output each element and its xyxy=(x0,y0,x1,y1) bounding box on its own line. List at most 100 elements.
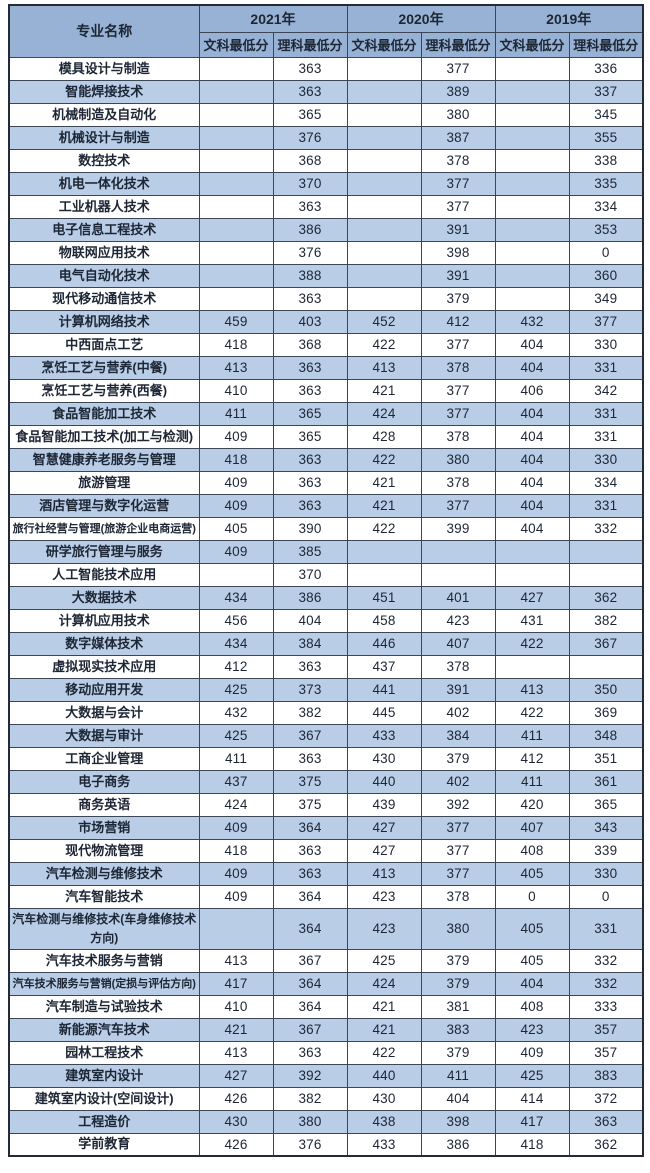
score-cell: 413 xyxy=(346,355,422,380)
score-cell: 357 xyxy=(568,1017,644,1042)
score-cell: 422 xyxy=(346,1040,422,1065)
table-row: 电子商务 437 375 440 402 411 361 xyxy=(8,769,644,794)
table-row: 机械设计与制造 376 387 355 xyxy=(8,125,644,150)
table-row: 大数据技术 434 386 451 401 427 362 xyxy=(8,585,644,610)
score-cell: 409 xyxy=(198,884,274,909)
score-cell: 423 xyxy=(420,608,496,633)
score-cell: 405 xyxy=(494,948,570,973)
score-cell: 424 xyxy=(198,792,274,817)
score-cell: 423 xyxy=(494,1017,570,1042)
score-cell: 421 xyxy=(346,470,422,495)
major-name-cell: 酒店管理与数字化运营 xyxy=(8,493,200,518)
score-cell xyxy=(346,148,422,173)
table-row: 智能焊接技术 363 389 337 xyxy=(8,79,644,104)
table-header: 专业名称 2021年 2020年 2019年 文科最低分 理科最低分 文科最低分… xyxy=(8,4,644,58)
score-cell xyxy=(346,240,422,265)
score-cell: 381 xyxy=(420,994,496,1019)
score-cell: 378 xyxy=(420,424,496,449)
score-cell: 382 xyxy=(568,608,644,633)
score-cell: 409 xyxy=(198,470,274,495)
score-cell: 409 xyxy=(198,539,274,564)
table-row: 电气自动化技术 388 391 360 xyxy=(8,263,644,288)
score-cell: 384 xyxy=(420,723,496,748)
score-cell: 383 xyxy=(568,1063,644,1088)
score-cell: 364 xyxy=(272,815,348,840)
score-cell: 332 xyxy=(568,516,644,541)
table-row: 汽车检测与维修技术 409 363 413 377 405 330 xyxy=(8,861,644,886)
header-2021-arts-min: 文科最低分 xyxy=(198,31,274,58)
major-name-cell: 商务英语 xyxy=(8,792,200,817)
score-cell: 382 xyxy=(272,1086,348,1111)
table-row: 机械制造及自动化 365 380 345 xyxy=(8,102,644,127)
score-cell: 421 xyxy=(198,1017,274,1042)
score-cell: 363 xyxy=(568,1109,644,1134)
score-cell: 378 xyxy=(420,148,496,173)
score-cell: 425 xyxy=(346,948,422,973)
score-cell: 423 xyxy=(346,907,422,950)
score-cell xyxy=(346,102,422,127)
table-row: 酒店管理与数字化运营 409 363 421 377 404 331 xyxy=(8,493,644,518)
table-row: 烹饪工艺与营养(西餐) 410 363 421 377 406 342 xyxy=(8,378,644,403)
score-cell: 365 xyxy=(272,401,348,426)
score-cell: 379 xyxy=(420,971,496,996)
score-cell: 421 xyxy=(346,994,422,1019)
score-cell: 379 xyxy=(420,746,496,771)
score-cell: 363 xyxy=(272,355,348,380)
table-row: 学前教育 426 376 433 386 418 362 xyxy=(8,1132,644,1157)
score-cell: 451 xyxy=(346,585,422,610)
score-cell: 391 xyxy=(420,677,496,702)
score-cell: 409 xyxy=(198,861,274,886)
score-cell: 431 xyxy=(494,608,570,633)
table-row: 汽车智能技术 409 364 423 378 0 0 xyxy=(8,884,644,909)
score-cell: 334 xyxy=(568,194,644,219)
score-cell: 378 xyxy=(420,654,496,679)
table-row: 新能源汽车技术 421 367 421 383 423 357 xyxy=(8,1017,644,1042)
score-cell xyxy=(568,654,644,679)
major-name-cell: 建筑室内设计(空间设计) xyxy=(8,1086,200,1111)
score-cell: 357 xyxy=(568,1040,644,1065)
score-cell: 420 xyxy=(494,792,570,817)
score-cell: 364 xyxy=(272,994,348,1019)
major-name-cell: 园林工程技术 xyxy=(8,1040,200,1065)
score-cell xyxy=(346,286,422,311)
score-cell: 380 xyxy=(420,102,496,127)
score-cell: 363 xyxy=(272,838,348,863)
header-2019-science-min: 理科最低分 xyxy=(568,31,644,58)
score-cell: 377 xyxy=(420,194,496,219)
score-cell: 404 xyxy=(494,424,570,449)
score-cell xyxy=(494,56,570,81)
major-name-cell: 现代移动通信技术 xyxy=(8,286,200,311)
score-cell: 425 xyxy=(198,677,274,702)
major-name-cell: 研学旅行管理与服务 xyxy=(8,539,200,564)
score-cell: 377 xyxy=(420,171,496,196)
score-cell: 422 xyxy=(346,516,422,541)
score-cell: 339 xyxy=(568,838,644,863)
score-cell: 331 xyxy=(568,907,644,950)
score-cell: 412 xyxy=(494,746,570,771)
score-cell: 413 xyxy=(494,677,570,702)
score-cell xyxy=(198,171,274,196)
score-cell: 439 xyxy=(346,792,422,817)
score-cell: 332 xyxy=(568,948,644,973)
score-cell: 437 xyxy=(346,654,422,679)
score-cell xyxy=(346,539,422,564)
score-cell: 377 xyxy=(420,332,496,357)
major-name-cell: 智能焊接技术 xyxy=(8,79,200,104)
score-cell: 332 xyxy=(568,971,644,996)
score-cell: 351 xyxy=(568,746,644,771)
score-cell: 368 xyxy=(272,148,348,173)
score-cell: 440 xyxy=(346,1063,422,1088)
score-cell: 337 xyxy=(568,79,644,104)
score-cell: 427 xyxy=(198,1063,274,1088)
score-cell: 370 xyxy=(272,171,348,196)
table-row: 市场营销 409 364 427 377 407 343 xyxy=(8,815,644,840)
major-name-cell: 现代物流管理 xyxy=(8,838,200,863)
score-cell: 380 xyxy=(420,907,496,950)
table-row: 工业机器人技术 363 377 334 xyxy=(8,194,644,219)
score-cell xyxy=(494,102,570,127)
score-cell: 427 xyxy=(346,815,422,840)
score-cell: 361 xyxy=(568,769,644,794)
score-cell: 411 xyxy=(420,1063,496,1088)
score-cell xyxy=(346,125,422,150)
score-cell: 417 xyxy=(198,971,274,996)
